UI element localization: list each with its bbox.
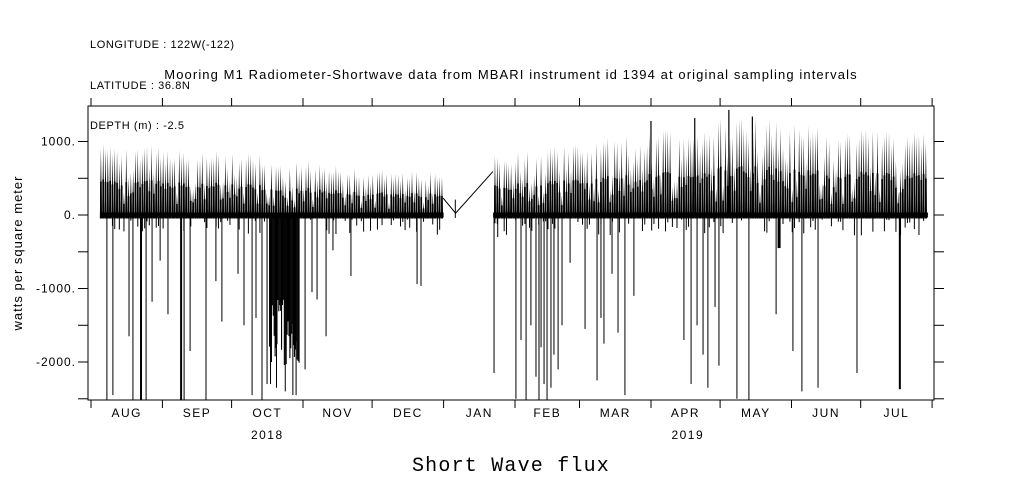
month-label: OCT: [252, 406, 282, 420]
bottom-title: Short Wave flux: [411, 455, 611, 478]
gap-interpolation-line: [442, 171, 494, 218]
month-ticks: [90, 98, 933, 408]
tall-peaks: [650, 109, 753, 215]
y-tick-label: -2000.: [36, 355, 76, 369]
month-label: MAY: [741, 406, 771, 420]
y-ticks: [78, 141, 944, 400]
year-label: 2018: [251, 428, 284, 442]
y-tick-label: -1000.: [36, 282, 76, 296]
month-label: FEB: [533, 406, 561, 420]
month-label: AUG: [111, 406, 142, 420]
y-tick-labels: 1000. 0. -1000. -2000.: [36, 135, 76, 370]
axis-frame: [87, 105, 935, 401]
month-label: APR: [671, 406, 700, 420]
y-tick-label: 1000.: [41, 135, 76, 149]
month-label: MAR: [600, 406, 631, 420]
y-tick-label: 0.: [64, 208, 76, 222]
metadata-block: LONGITUDE : 122W(-122) LATITUDE : 36.8N …: [90, 12, 235, 161]
longitude-label: LONGITUDE : 122W(-122): [90, 39, 235, 51]
month-label: DEC: [393, 406, 423, 420]
month-label: SEP: [183, 406, 212, 420]
year-labels: 2018 2019: [251, 428, 704, 442]
negative-spikes-layer: [106, 215, 901, 400]
depth-label: DEPTH (m) : -2.5: [90, 120, 185, 132]
latitude-label: LATITUDE : 36.8N: [90, 79, 191, 92]
baseline-band: [100, 212, 928, 218]
y-axis-title-text: watts per square meter: [10, 176, 25, 332]
y-axis-title: watts per square meter: [10, 176, 25, 332]
plot-title: Mooring M1 Radiometer-Shortwave data fro…: [164, 67, 858, 82]
month-label: JUL: [883, 406, 909, 420]
year-label: 2019: [671, 428, 704, 442]
month-label: NOV: [322, 406, 353, 420]
month-label: JAN: [466, 406, 493, 420]
month-label: JUN: [812, 406, 840, 420]
daily-flux-spikes-layer: [99, 117, 927, 236]
month-labels: AUG SEP OCT NOV DEC JAN FEB MAR APR MAY JUN JUL: [111, 406, 909, 420]
